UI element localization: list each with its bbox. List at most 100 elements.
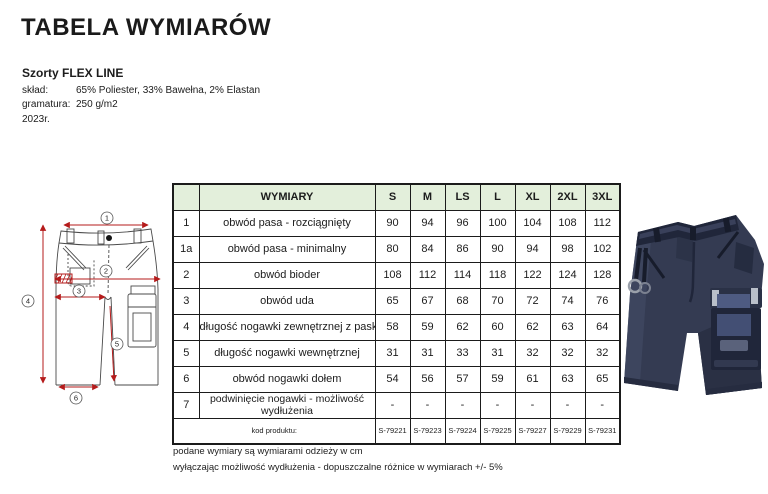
- cell: 128: [584, 261, 621, 289]
- cell: 100: [479, 209, 516, 237]
- header-size-m: M: [409, 183, 446, 211]
- shorts-photo-illustration: [624, 215, 764, 395]
- cell: 114: [444, 261, 481, 289]
- cell: 62: [444, 313, 481, 341]
- cell: 33: [444, 339, 481, 367]
- button-dot: [106, 235, 112, 241]
- cell: 31: [374, 339, 411, 367]
- table-row: 7 podwinięcie nogawki - możliwość wydłuż…: [172, 391, 621, 419]
- cell: 65: [374, 287, 411, 315]
- callout-1: 1: [105, 214, 109, 223]
- cell: 63: [549, 365, 586, 393]
- cell: 32: [549, 339, 586, 367]
- cell: -: [444, 391, 481, 419]
- cell: 74: [549, 287, 586, 315]
- cell: 94: [409, 209, 446, 237]
- cell: 61: [514, 365, 551, 393]
- table-row: 4 długość nogawki zewnętrznej z paskiem …: [172, 313, 621, 341]
- product-info: Szorty FLEX LINE skład: 65% Poliester, 3…: [22, 66, 260, 127]
- cell: 112: [584, 209, 621, 237]
- cell: 32: [514, 339, 551, 367]
- cell: 31: [409, 339, 446, 367]
- cell: 31: [479, 339, 516, 367]
- cell: 104: [514, 209, 551, 237]
- cell: 62: [514, 313, 551, 341]
- callout-4: 4: [26, 297, 30, 306]
- row-label: długość nogawki wewnętrznej: [198, 339, 376, 367]
- size-table: WYMIARY S M LS L XL 2XL 3XL 1 obwód pasa…: [172, 183, 621, 445]
- product-code: S-79231: [584, 417, 621, 445]
- header-size-l: L: [479, 183, 516, 211]
- header-wymiary: WYMIARY: [198, 183, 376, 211]
- row-number: 1a: [172, 235, 200, 263]
- cell: 76: [584, 287, 621, 315]
- composition-label: skład:: [22, 85, 49, 96]
- row-label: podwinięcie nogawki - możliwość wydłużen…: [198, 391, 376, 419]
- grammage-row: gramatura: 250 g/m2: [22, 98, 260, 112]
- composition-row: skład: 65% Poliester, 33% Bawełna, 2% El…: [22, 84, 260, 98]
- diagram-callouts: 1 2 3 4 5 6: [21, 211, 124, 405]
- cell: 65: [584, 365, 621, 393]
- cell: -: [584, 391, 621, 419]
- product-code: S-79229: [549, 417, 586, 445]
- table-row: 2 obwód bioder 108 112 114 118 122 124 1…: [172, 261, 621, 289]
- footnotes: podane wymiary są wymiarami odzieży w cm…: [173, 444, 503, 476]
- cell: -: [479, 391, 516, 419]
- table-row: 6 obwód nogawki dołem 54 56 57 59 61 63 …: [172, 365, 621, 393]
- cell: 90: [374, 209, 411, 237]
- product-name: Szorty FLEX LINE: [22, 66, 124, 80]
- page-title: TABELA WYMIARÓW: [21, 14, 272, 41]
- row-label: obwód uda: [198, 287, 376, 315]
- header-size-2xl: 2XL: [549, 183, 586, 211]
- header-size-xl: XL: [514, 183, 551, 211]
- cell: 60: [479, 313, 516, 341]
- cell: 72: [514, 287, 551, 315]
- cell: 64: [584, 313, 621, 341]
- cell: 94: [514, 235, 551, 263]
- cell: 90: [479, 235, 516, 263]
- product-code-row: kod produktu: S-79221 S-79223 S-79224 S-…: [172, 417, 621, 445]
- cell: -: [514, 391, 551, 419]
- composition-value: 65% Poliester, 33% Bawełna, 2% Elastan: [76, 85, 260, 96]
- product-code: S-79227: [514, 417, 551, 445]
- cell: 54: [374, 365, 411, 393]
- cell: 32: [584, 339, 621, 367]
- cell: 67: [409, 287, 446, 315]
- row-number: 5: [172, 339, 200, 367]
- table-row: 3 obwód uda 65 67 68 70 72 74 76: [172, 287, 621, 315]
- product-code-label: kod produktu:: [172, 417, 376, 445]
- year-label: 2023r.: [22, 114, 50, 125]
- cell: 70: [479, 287, 516, 315]
- cell: 108: [549, 209, 586, 237]
- header-size-s: S: [374, 183, 411, 211]
- cell: 84: [409, 235, 446, 263]
- footnote-line-2: wyłączając możliwość wydłużenia - dopusz…: [173, 462, 503, 473]
- cell: 98: [549, 235, 586, 263]
- grammage-label: gramatura:: [22, 99, 71, 110]
- header-size-ls: LS: [444, 183, 481, 211]
- row-number: 6: [172, 365, 200, 393]
- cell: 108: [374, 261, 411, 289]
- cell: -: [409, 391, 446, 419]
- callout-3: 3: [77, 287, 81, 296]
- row-number: 2: [172, 261, 200, 289]
- product-code: S-79224: [444, 417, 481, 445]
- footnote-line-1: podane wymiary są wymiarami odzieży w cm: [173, 446, 363, 457]
- cell: 68: [444, 287, 481, 315]
- cell: 63: [549, 313, 586, 341]
- cell: 112: [409, 261, 446, 289]
- row-number: 7: [172, 391, 200, 419]
- row-label: obwód pasa - minimalny: [198, 235, 376, 263]
- pocket-hatch: [54, 273, 73, 284]
- shorts-outline: [55, 228, 159, 386]
- cell: 124: [549, 261, 586, 289]
- table-header-row: WYMIARY S M LS L XL 2XL 3XL: [172, 183, 621, 211]
- cell: 56: [409, 365, 446, 393]
- table-row: 1 obwód pasa - rozciągnięty 90 94 96 100…: [172, 209, 621, 237]
- cell: 59: [479, 365, 516, 393]
- row-number: 1: [172, 209, 200, 237]
- callout-2: 2: [104, 267, 108, 276]
- cell: 86: [444, 235, 481, 263]
- cell: -: [374, 391, 411, 419]
- callout-6: 6: [74, 394, 78, 403]
